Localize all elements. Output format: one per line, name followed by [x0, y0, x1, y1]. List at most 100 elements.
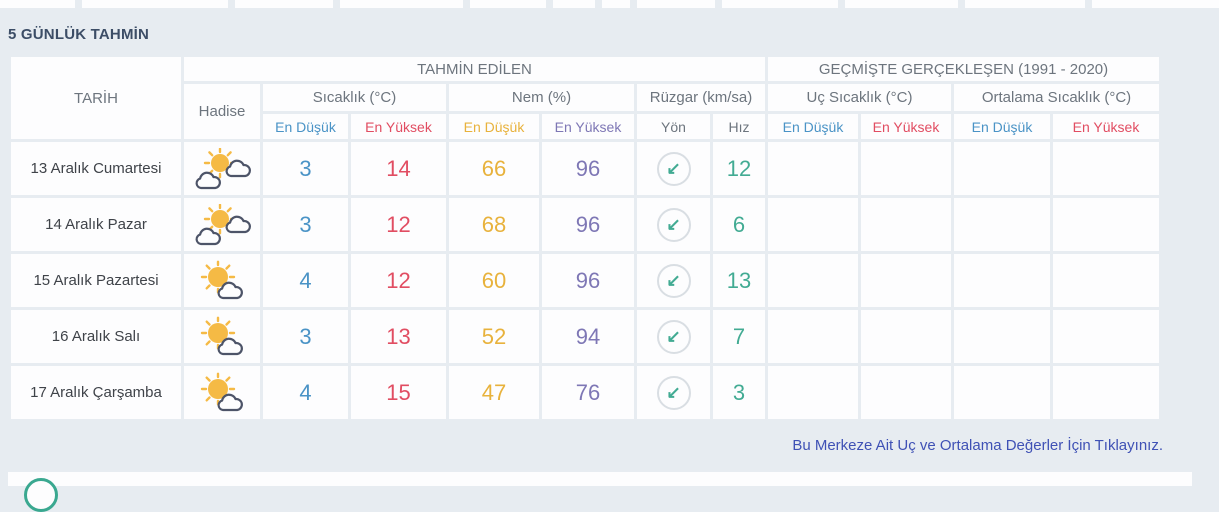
group-header-extreme-temperature: Uç Sıcaklık (°C) [768, 84, 951, 111]
historical-empty-cell [1053, 366, 1159, 419]
group-header-wind: Rüzgar (km/sa) [637, 84, 765, 111]
humidity-max-value: 96 [542, 254, 634, 307]
previous-table-bottom-edge [0, 0, 1219, 8]
column-header-temp-min: En Düşük [263, 114, 348, 139]
group-header-temperature: Sıcaklık (°C) [263, 84, 446, 111]
wind-direction-cell: ↙ [637, 254, 710, 307]
forecast-rows: 13 Aralık Cumartesi [11, 142, 1159, 419]
table-row: 17 Aralık Çarşamba [11, 366, 1159, 419]
column-header-condition: Hadise [184, 84, 260, 139]
historical-empty-cell [1053, 142, 1159, 195]
temp-max-value: 15 [351, 366, 446, 419]
historical-empty-cell [768, 198, 858, 251]
column-header-average-max: En Yüksek [1053, 114, 1159, 139]
historical-empty-cell [954, 310, 1050, 363]
weather-icon-cell [184, 254, 260, 307]
historical-empty-cell [768, 310, 858, 363]
historical-empty-cell [768, 366, 858, 419]
historical-empty-cell [1053, 310, 1159, 363]
wind-direction-cell: ↙ [637, 366, 710, 419]
column-header-hum-min: En Düşük [449, 114, 539, 139]
next-section-panel [8, 472, 1192, 512]
temp-min-value: 3 [263, 198, 348, 251]
historical-empty-cell [1053, 198, 1159, 251]
group-header-past: GEÇMİŞTE GERÇEKLEŞEN (1991 - 2020) [768, 57, 1159, 81]
weather-icon-cell [184, 142, 260, 195]
column-header-wind-direction: Yön [637, 114, 710, 139]
column-header-hum-max: En Yüksek [542, 114, 634, 139]
footer-link-row: Bu Merkeze Ait Uç ve Ortalama Değerler İ… [8, 437, 1163, 455]
temp-min-value: 4 [263, 366, 348, 419]
weather-icon-cell [184, 366, 260, 419]
wind-direction-cell: ↙ [637, 142, 710, 195]
wind-direction-southwest-icon: ↙ [656, 151, 691, 186]
date-cell: 14 Aralık Pazar [11, 198, 181, 251]
humidity-min-value: 47 [449, 366, 539, 419]
historical-empty-cell [1053, 254, 1159, 307]
wind-direction-southwest-icon: ↙ [656, 319, 691, 354]
column-header-extreme-max: En Yüksek [861, 114, 951, 139]
historical-empty-cell [954, 366, 1050, 419]
wind-speed-value: 13 [713, 254, 765, 307]
historical-empty-cell [861, 366, 951, 419]
historical-empty-cell [768, 254, 858, 307]
wind-direction-southwest-icon: ↙ [656, 207, 691, 242]
temp-min-value: 3 [263, 142, 348, 195]
temp-min-value: 4 [263, 254, 348, 307]
sun-behind-two-clouds-icon [188, 203, 256, 246]
wind-direction-cell: ↙ [637, 310, 710, 363]
table-row: 15 Aralık Pazartesi [11, 254, 1159, 307]
forecast-table: TARİH TAHMİN EDİLEN GEÇMİŞTE GERÇEKLEŞEN… [8, 54, 1162, 422]
sun-behind-cloud-icon [188, 260, 256, 302]
temp-min-value: 3 [263, 310, 348, 363]
temp-max-value: 12 [351, 198, 446, 251]
group-header-forecast: TAHMİN EDİLEN [184, 57, 765, 81]
weather-icon-cell [184, 310, 260, 363]
compass-circle-icon [24, 478, 58, 512]
humidity-max-value: 94 [542, 310, 634, 363]
temp-max-value: 12 [351, 254, 446, 307]
historical-empty-cell [768, 142, 858, 195]
table-row: 13 Aralık Cumartesi [11, 142, 1159, 195]
date-cell: 17 Aralık Çarşamba [11, 366, 181, 419]
humidity-min-value: 68 [449, 198, 539, 251]
group-header-average-temperature: Ortalama Sıcaklık (°C) [954, 84, 1159, 111]
humidity-min-value: 52 [449, 310, 539, 363]
historical-empty-cell [954, 142, 1050, 195]
historical-empty-cell [861, 254, 951, 307]
sun-behind-cloud-icon [188, 372, 256, 414]
humidity-min-value: 66 [449, 142, 539, 195]
extreme-average-values-link[interactable]: Bu Merkeze Ait Uç ve Ortalama Değerler İ… [792, 437, 1163, 454]
historical-empty-cell [861, 198, 951, 251]
humidity-max-value: 96 [542, 142, 634, 195]
column-header-date: TARİH [11, 57, 181, 139]
wind-speed-value: 6 [713, 198, 765, 251]
table-row: 16 Aralık Salı [11, 310, 1159, 363]
humidity-max-value: 96 [542, 198, 634, 251]
weather-icon-cell [184, 198, 260, 251]
humidity-max-value: 76 [542, 366, 634, 419]
temp-max-value: 14 [351, 142, 446, 195]
sun-behind-cloud-icon [188, 316, 256, 358]
historical-empty-cell [861, 310, 951, 363]
table-row: 14 Aralık Pazar [11, 198, 1159, 251]
historical-empty-cell [954, 198, 1050, 251]
wind-speed-value: 12 [713, 142, 765, 195]
wind-direction-southwest-icon: ↙ [656, 375, 691, 410]
historical-empty-cell [861, 142, 951, 195]
wind-direction-cell: ↙ [637, 198, 710, 251]
wind-speed-value: 7 [713, 310, 765, 363]
temp-max-value: 13 [351, 310, 446, 363]
wind-direction-southwest-icon: ↙ [656, 263, 691, 298]
date-cell: 16 Aralık Salı [11, 310, 181, 363]
page-title: 5 GÜNLÜK TAHMİN [8, 26, 150, 43]
sun-behind-two-clouds-icon [188, 147, 256, 190]
wind-speed-value: 3 [713, 366, 765, 419]
column-header-average-min: En Düşük [954, 114, 1050, 139]
column-header-wind-speed: Hız [713, 114, 765, 139]
column-header-extreme-min: En Düşük [768, 114, 858, 139]
group-header-humidity: Nem (%) [449, 84, 634, 111]
column-header-temp-max: En Yüksek [351, 114, 446, 139]
humidity-min-value: 60 [449, 254, 539, 307]
date-cell: 13 Aralık Cumartesi [11, 142, 181, 195]
